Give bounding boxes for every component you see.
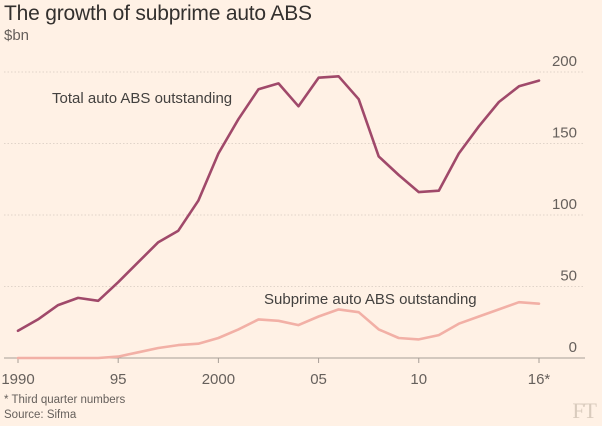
x-tick-label: 10 [410,371,427,388]
x-tick-label: 1990 [1,371,34,388]
source-text: Source: Sifma [4,409,77,421]
series-layer [16,75,541,360]
x-tick-label: 95 [110,371,127,388]
series-label-total: Total auto ABS outstanding [52,90,232,107]
x-tick-label: 16* [528,371,551,388]
footnote-block: * Third quarter numbers Source: Sifma [4,393,125,423]
ft-logo: FT [572,398,597,423]
chart-title: The growth of subprime auto ABS [4,2,312,25]
label-layer: 0 50 100 150 200 1990 95 2000 05 10 16* Total auto … [1,53,577,388]
grid-layer [4,71,585,363]
chart-unit-label: $bn [4,27,30,44]
y-tick-label: 200 [552,53,577,70]
footnote-text: * Third quarter numbers [4,394,126,406]
y-tick-label: 150 [552,125,577,142]
x-tick-label: 2000 [202,371,235,388]
series-line-subprime [16,300,541,360]
x-tick-label: 05 [310,371,327,388]
series-label-subprime: Subprime auto ABS outstanding [264,291,477,308]
series-line-total [16,75,541,333]
y-tick-label: 0 [569,339,577,356]
y-tick-label: 100 [552,196,577,213]
y-tick-label: 50 [560,268,577,285]
